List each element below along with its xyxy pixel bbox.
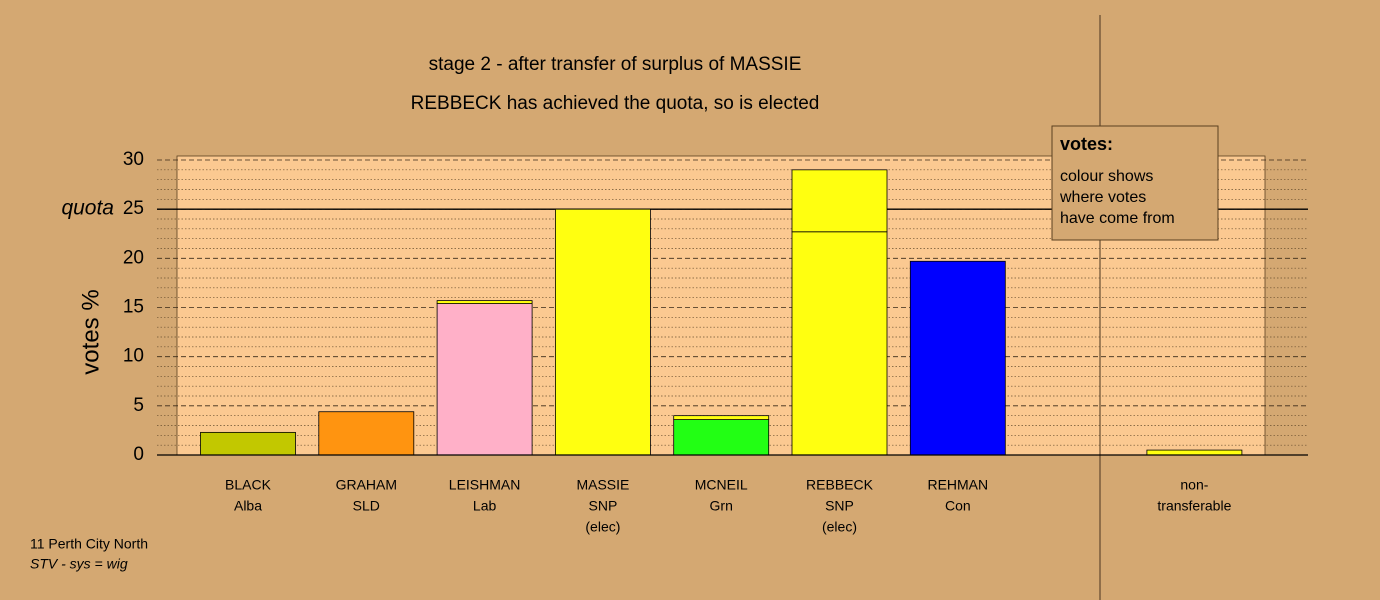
y-axis-label: votes % bbox=[77, 289, 104, 374]
bar-segment bbox=[436, 300, 533, 304]
bar-segment bbox=[436, 303, 533, 456]
legend-text: colour shows bbox=[1060, 168, 1153, 185]
x-tick-label: Lab bbox=[473, 498, 497, 514]
bar-segment bbox=[791, 231, 888, 456]
x-tick-label: Grn bbox=[710, 498, 733, 514]
y-tick-label: 20 bbox=[123, 247, 144, 268]
y-tick-label: 5 bbox=[133, 395, 144, 416]
x-tick-label: BLACK bbox=[225, 477, 272, 493]
footnote: STV - sys = wig bbox=[30, 556, 128, 572]
x-tick-label: REBBECK bbox=[806, 477, 874, 493]
x-tick-label: SNP bbox=[825, 498, 854, 514]
legend-text: have come from bbox=[1060, 210, 1175, 227]
y-tick-label: 25 bbox=[123, 198, 144, 219]
y-tick-label: 15 bbox=[123, 297, 144, 318]
chart-title: stage 2 - after transfer of surplus of M… bbox=[429, 54, 802, 75]
x-tick-label: (elec) bbox=[822, 519, 857, 535]
legend-box bbox=[1051, 125, 1219, 241]
chart-subtitle: REBBECK has achieved the quota, so is el… bbox=[411, 93, 820, 114]
bar-segment bbox=[791, 169, 888, 233]
bar-segment bbox=[673, 415, 770, 420]
quota-label: quota bbox=[61, 197, 114, 220]
bar-segment bbox=[318, 411, 415, 456]
bar-segment bbox=[1146, 449, 1243, 456]
y-tick-label: 10 bbox=[123, 346, 144, 367]
x-tick-label: Con bbox=[945, 498, 971, 514]
x-tick-label: MASSIE bbox=[576, 477, 629, 493]
bar-segment bbox=[673, 419, 770, 456]
legend-title: votes: bbox=[1060, 134, 1113, 154]
bar-segment bbox=[555, 208, 651, 456]
x-tick-label: LEISHMAN bbox=[449, 477, 521, 493]
footnote: 11 Perth City North bbox=[30, 536, 148, 552]
y-tick-label: 30 bbox=[123, 149, 144, 170]
x-tick-label: non- bbox=[1180, 477, 1208, 493]
x-tick-label: Alba bbox=[234, 498, 262, 514]
x-tick-label: MCNEIL bbox=[695, 477, 748, 493]
x-tick-label: SLD bbox=[353, 498, 380, 514]
x-tick-label: transferable bbox=[1157, 498, 1231, 514]
x-tick-label: (elec) bbox=[585, 519, 620, 535]
x-tick-label: GRAHAM bbox=[336, 477, 397, 493]
bar-segment bbox=[909, 260, 1006, 456]
bar-segment bbox=[200, 431, 296, 456]
x-tick-label: REHMAN bbox=[927, 477, 988, 493]
y-tick-label: 0 bbox=[133, 444, 144, 465]
legend-text: where votes bbox=[1059, 189, 1146, 206]
x-tick-label: SNP bbox=[589, 498, 618, 514]
